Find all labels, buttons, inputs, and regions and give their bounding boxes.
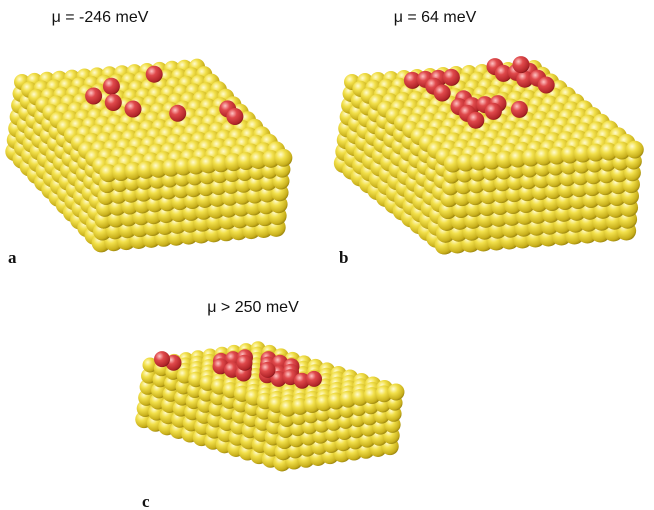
panel-title: μ = -246 meV [52, 9, 149, 26]
adatom [467, 112, 484, 129]
slab-a [5, 59, 292, 253]
adatom [443, 69, 460, 86]
slab-c [135, 341, 404, 471]
adatom [154, 351, 170, 367]
adatom [434, 85, 451, 102]
panel-title: μ > 250 meV [207, 299, 299, 316]
panel-label: c [142, 492, 150, 510]
panel-title: μ = 64 meV [394, 9, 477, 26]
atom [274, 149, 292, 167]
adatom [103, 78, 120, 95]
adatom [538, 77, 555, 94]
panel-label: b [339, 248, 348, 267]
adatom [260, 362, 276, 378]
adatom [226, 108, 243, 125]
slab-b [334, 56, 644, 254]
adatom [513, 56, 530, 73]
adatom [237, 355, 253, 371]
figure: μ = -246 meV μ = 64 meV μ > 250 meV a b … [0, 0, 654, 510]
panel-label: a [8, 248, 17, 267]
adatom [85, 88, 102, 105]
adatom [306, 371, 322, 387]
adatom [169, 105, 186, 122]
adatom [125, 101, 142, 118]
atom [388, 384, 405, 401]
atom [626, 141, 644, 159]
adatom [146, 66, 163, 83]
adatom [485, 103, 502, 120]
adatom [105, 94, 122, 111]
adatom [511, 101, 528, 118]
